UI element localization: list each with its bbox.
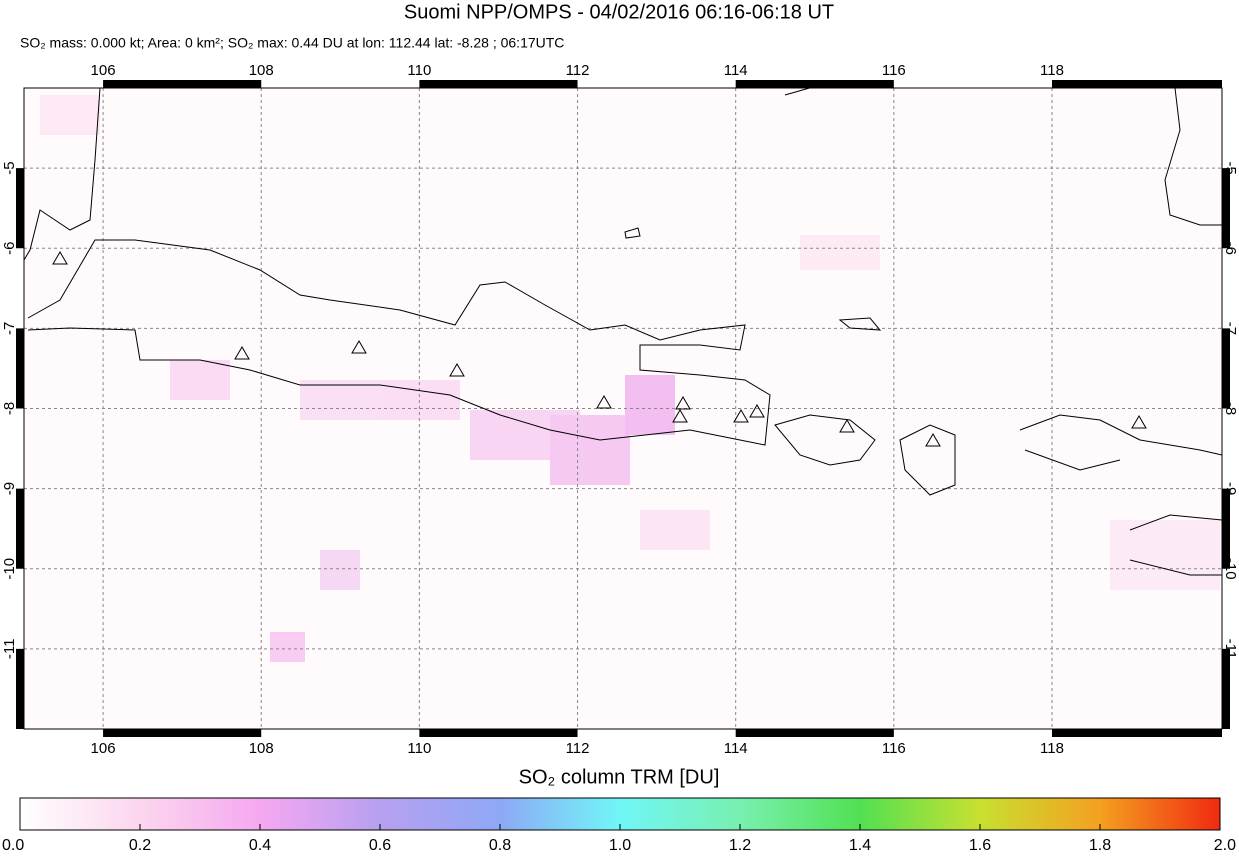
frame-bar	[1222, 648, 1230, 729]
lat-tick-label: -5	[1222, 161, 1239, 174]
lat-tick-label: -11	[1222, 639, 1239, 660]
frame-bar	[16, 328, 24, 409]
lon-tick-label: 112	[566, 740, 590, 757]
colorbar-tick-label: 0.4	[249, 837, 271, 854]
lon-tick-label: 106	[91, 740, 116, 757]
lat-tick-label: -6	[1, 242, 18, 255]
lon-tick-label: 110	[407, 62, 431, 79]
subtitle: SO₂ mass: 0.000 kt; Area: 0 km²; SO₂ max…	[20, 35, 564, 51]
colorbar-tick-label: 0.2	[129, 837, 151, 854]
volcano	[733, 409, 749, 423]
map-background	[24, 88, 1222, 729]
frame-bar	[16, 648, 24, 729]
lon-tick-label: 114	[724, 62, 748, 79]
colorbar-tick-label: 1.4	[849, 837, 871, 854]
patch	[40, 95, 100, 135]
lon-tick-label: 118	[1040, 740, 1064, 757]
frame-bar	[1222, 328, 1230, 409]
frame-bar	[1222, 168, 1230, 249]
colorbar-label: SO₂ column TRM [DU]	[519, 766, 720, 788]
lon-tick-label: 116	[882, 62, 906, 79]
lon-tick-label: 110	[407, 740, 431, 757]
frame-bar	[16, 488, 24, 569]
volcano	[596, 395, 612, 409]
lat-tick-label: -10	[1222, 558, 1239, 580]
title: Suomi NPP/OMPS - 04/02/2016 06:16-06:18 …	[404, 1, 834, 23]
frame-bar	[103, 729, 262, 737]
lat-tick-label: -8	[1222, 402, 1239, 415]
patch	[640, 510, 710, 550]
patch	[800, 235, 880, 270]
java	[27, 239, 771, 446]
colorbar-tick-label: 0.8	[489, 837, 511, 854]
frame-bar	[735, 729, 894, 737]
volcano	[449, 363, 465, 377]
colorbar-tick-label: 1.2	[729, 837, 751, 854]
lon-tick-label: 116	[882, 740, 906, 757]
lat-tick-label: -9	[1, 482, 18, 495]
lon-tick-label: 108	[249, 740, 274, 757]
lat-tick-label: -8	[1, 402, 18, 415]
frame-bar	[1222, 488, 1230, 569]
colorbar-tick-label: 1.0	[609, 837, 631, 854]
lon-tick-label: 106	[91, 62, 116, 79]
frame-bar	[735, 80, 894, 88]
volcanoes	[52, 251, 1147, 447]
lon-tick-label: 112	[566, 62, 590, 79]
volcano	[675, 396, 691, 410]
frame-bar	[16, 168, 24, 249]
lat-tick-label: -7	[1222, 322, 1239, 335]
volcano	[351, 340, 367, 354]
lat-tick-label: -10	[1, 558, 18, 580]
lat-tick-label: -6	[1222, 242, 1239, 255]
sumba	[1129, 514, 1223, 576]
bali-lombok	[774, 414, 956, 496]
frame-bar	[419, 729, 578, 737]
so2-patches	[40, 95, 1220, 662]
lon-tick-label: 114	[724, 740, 748, 757]
volcano	[672, 409, 688, 423]
sumatra	[23, 87, 101, 261]
frame-bar	[1051, 80, 1222, 88]
patch	[625, 375, 675, 435]
colorbar-tick-label: 2.0	[1214, 837, 1236, 854]
patch	[1110, 520, 1220, 590]
frame-bar	[1051, 729, 1222, 737]
colorbar-tick-label: 1.6	[969, 837, 991, 854]
volcano	[839, 419, 855, 433]
frame-bar	[103, 80, 262, 88]
sumbawa-flores	[1019, 414, 1223, 471]
lon-tick-label: 118	[1040, 62, 1064, 79]
lat-tick-label: -5	[1, 161, 18, 174]
volcano	[1131, 415, 1147, 429]
volcano	[52, 251, 68, 265]
colorbar-tick-label: 0.6	[369, 837, 391, 854]
lat-tick-label: -7	[1, 322, 18, 335]
lat-tick-label: -11	[1, 639, 18, 660]
colorbar-tick-label: 0.0	[2, 837, 24, 854]
lon-tick-label: 108	[249, 62, 274, 79]
frame-bar	[419, 80, 578, 88]
patch	[170, 360, 230, 400]
volcano	[749, 404, 765, 418]
patch	[300, 380, 460, 420]
madura-islands	[624, 227, 882, 331]
patch	[270, 632, 305, 662]
colorbar-tick-label: 1.8	[1089, 837, 1111, 854]
patch	[320, 550, 360, 590]
volcano	[234, 346, 250, 360]
coastlines	[23, 84, 1223, 576]
volcano	[925, 433, 941, 447]
lat-tick-label: -9	[1222, 482, 1239, 495]
patch	[550, 415, 630, 485]
